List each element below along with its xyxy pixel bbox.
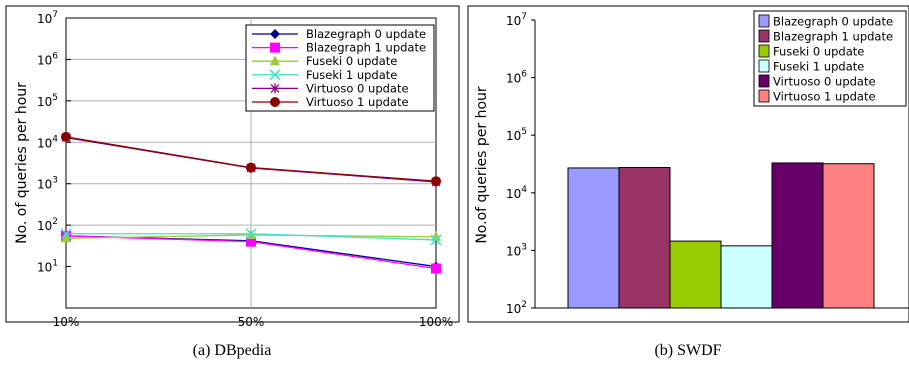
- chart-b-legend-swatch: [758, 74, 770, 88]
- chart-a-legend-label: Blazegraph 1 update: [306, 41, 426, 55]
- chart-a-legend-marker: [270, 55, 280, 66]
- chart-b-legend-label: Fuseki 0 update: [773, 45, 864, 59]
- chart-a-data-point: [245, 228, 257, 240]
- chart-a-y-ticks: 101 102 103 104 105 106 107: [37, 10, 71, 275]
- chart-a: 101 102 103 104 105 106 107 10% 50% 100% No. of …: [5, 5, 460, 329]
- chart-b-bar: [822, 163, 875, 309]
- chart-a-y-tick-label: 106: [37, 51, 58, 67]
- chart-a-legend-label: Fuseki 0 update: [306, 54, 397, 68]
- chart-b-y-tick-label: 102: [506, 300, 527, 316]
- chart-a-x-tick-label: 50%: [238, 315, 265, 329]
- chart-a-y-tick-label: 101: [37, 259, 58, 275]
- chart-a-data-point: [61, 131, 71, 142]
- chart-a-x-tick-label: 100%: [419, 315, 453, 329]
- chart-b: 102 103 104 105 106 107 No.of queries per hou…: [467, 5, 909, 323]
- chart-a-legend-marker: [270, 83, 280, 94]
- chart-b-bars: [567, 162, 875, 309]
- chart-b-frame: [467, 5, 909, 323]
- chart-a-y-tick-label: 102: [37, 217, 58, 233]
- chart-a-legend-label: Virtuoso 1 update: [306, 95, 409, 109]
- chart-a-data-point: [431, 176, 441, 187]
- chart-a-caption: (a) DBpedia: [193, 342, 272, 359]
- chart-a-data-point: [246, 162, 256, 173]
- chart-a-legend-entry: Virtuoso 0 update: [252, 81, 409, 95]
- chart-a-legend-box: [245, 24, 435, 112]
- chart-b-legend-label: Fuseki 1 update: [773, 60, 864, 74]
- chart-a-data-point: [61, 232, 71, 243]
- chart-a-data-point: [431, 263, 441, 274]
- chart-b-legend-entry: Virtuoso 0 update: [758, 74, 876, 89]
- chart-b-y-tick-label: 104: [506, 185, 527, 201]
- chart-a-legend-marker: [270, 42, 280, 53]
- chart-b-y-tick-label: 103: [506, 242, 527, 258]
- chart-a-y-tick-label: 104: [37, 134, 58, 150]
- chart-a-legend-entry: Virtuoso 1 update: [252, 95, 409, 109]
- chart-b-legend-entry: Blazegraph 1 update: [758, 29, 893, 44]
- chart-a-data-point: [246, 236, 256, 247]
- chart-a-series: [60, 131, 442, 274]
- chart-a-series-3: [60, 228, 442, 246]
- chart-b-legend-label: Blazegraph 0 update: [773, 15, 893, 29]
- chart-a-legend-marker: [269, 69, 281, 81]
- chart-a-legend-entry: Blazegraph 1 update: [252, 41, 426, 55]
- chart-a-frame: [5, 5, 460, 323]
- chart-b-legend-entry: Virtuoso 1 update: [758, 89, 876, 104]
- chart-b-y-tick-label: 106: [506, 70, 527, 86]
- chart-b-legend-entry: Fuseki 0 update: [758, 44, 864, 59]
- chart-a-legend-marker: [270, 29, 280, 39]
- chart-b-caption: (b) SWDF: [654, 342, 721, 359]
- chart-a-y-axis-label: No. of queries per hour: [14, 82, 30, 244]
- chart-b-legend-swatch: [758, 14, 770, 28]
- chart-a-y-tick-label: 107: [37, 10, 58, 26]
- chart-b-bar: [669, 240, 722, 309]
- chart-b-legend-swatch: [758, 29, 770, 43]
- chart-b-legend-swatch: [758, 89, 770, 103]
- chart-a-x-tick-label: 10%: [53, 315, 80, 329]
- chart-b-legend-entry: Fuseki 1 update: [758, 59, 864, 74]
- chart-b-legend-label: Blazegraph 1 update: [773, 30, 893, 44]
- chart-b-legend-swatch: [758, 59, 770, 73]
- chart-a-data-point: [430, 234, 442, 246]
- chart-a-y-tick-label: 103: [37, 176, 58, 192]
- chart-a-legend-label: Virtuoso 0 update: [306, 81, 409, 95]
- chart-a-legend-entry: Fuseki 1 update: [252, 68, 397, 82]
- chart-a-legend-entry: Fuseki 0 update: [252, 54, 397, 68]
- chart-a-x-ticks: 10% 50% 100%: [53, 315, 453, 329]
- chart-b-legend-label: Virtuoso 1 update: [773, 90, 876, 104]
- chart-a-data-point: [60, 228, 72, 240]
- chart-b-y-tick-label: 105: [506, 127, 527, 143]
- chart-b-bar: [618, 166, 671, 309]
- chart-b-legend-entry: Blazegraph 0 update: [758, 14, 893, 29]
- chart-a-series-5: [61, 131, 441, 187]
- chart-b-bar: [567, 167, 620, 309]
- chart-b-bar: [720, 245, 773, 309]
- chart-b-y-ticks: 102 103 104 105 106 107: [506, 12, 535, 316]
- chart-b-legend-swatch: [758, 44, 770, 58]
- chart-a-legend-marker: [270, 97, 280, 107]
- chart-a-y-tick-label: 105: [37, 93, 58, 109]
- chart-a-legend-label: Fuseki 1 update: [306, 68, 397, 82]
- chart-b-legend-label: Virtuoso 0 update: [773, 75, 876, 89]
- chart-a-legend-entry: Blazegraph 0 update: [252, 27, 426, 41]
- chart-a-legend-label: Blazegraph 0 update: [306, 27, 426, 41]
- chart-b-bar: [771, 162, 824, 309]
- chart-b-legend-box: [753, 10, 907, 107]
- chart-b-y-tick-label: 107: [506, 12, 527, 28]
- chart-b-y-axis-label: No.of queries per hour: [474, 86, 490, 244]
